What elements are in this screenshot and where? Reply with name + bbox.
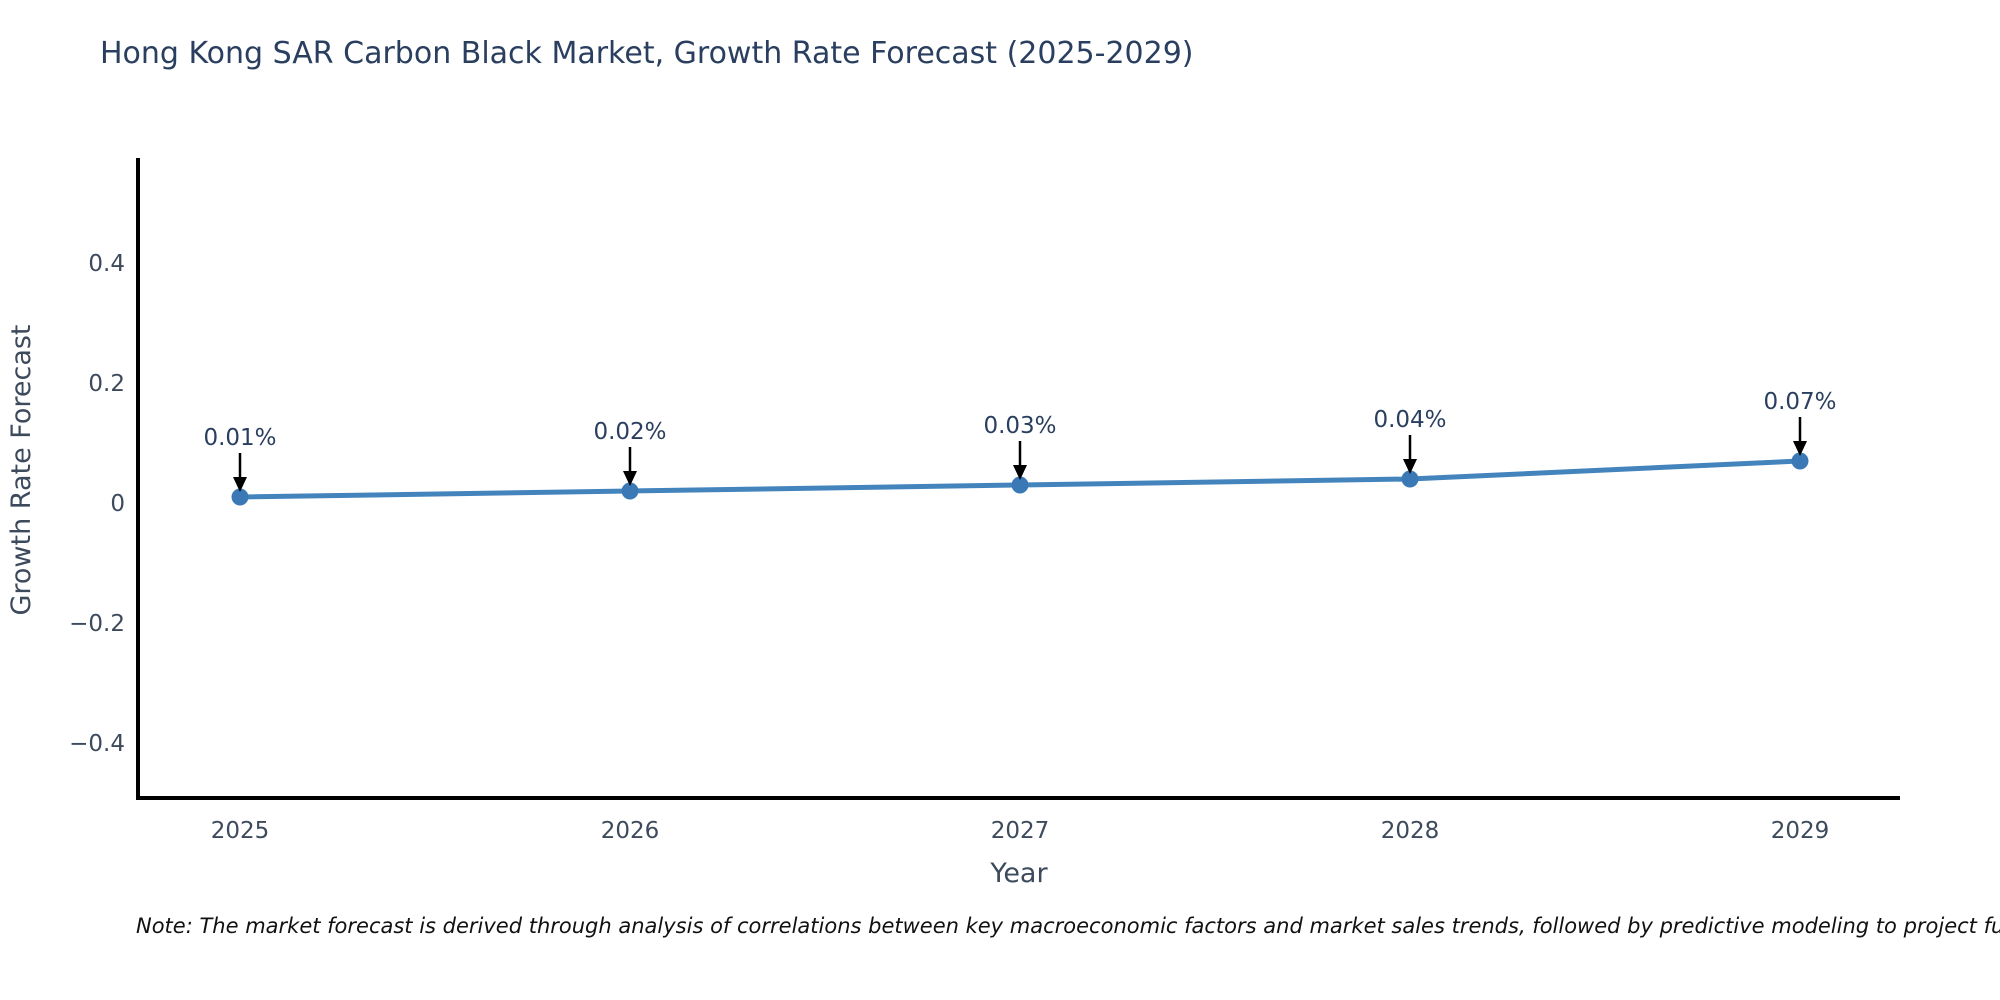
data-point-marker [1011,476,1029,494]
y-tick-label: −0.2 [69,611,125,637]
annotation-arrowhead-icon [623,471,637,486]
axes [136,158,1900,800]
y-axis-title: Growth Rate Forecast [6,324,37,615]
point-annotations: 0.01% 0.02% 0.03% 0.04% 0.07% [203,389,1837,492]
chart-footnote: Note: The market forecast is derived thr… [136,914,2000,938]
annotation-arrowhead-icon [1403,459,1417,474]
y-tick-labels: 0.4 0.2 0 −0.2 −0.4 [69,251,125,757]
x-axis-title: Year [989,858,1048,889]
data-point-marker [1401,470,1419,488]
x-tick-label: 2029 [1771,818,1830,844]
annotation-arrowhead-icon [1793,441,1807,456]
point-annotation-label: 0.04% [1373,407,1446,433]
point-annotation-label: 0.07% [1763,389,1836,415]
point-annotation-label: 0.02% [593,419,666,445]
point-annotation-label: 0.01% [203,425,276,451]
y-tick-label: 0 [110,491,125,517]
y-tick-label: 0.4 [88,251,125,277]
data-point-marker [1791,452,1809,470]
x-tick-label: 2026 [601,818,660,844]
point-annotation-label: 0.03% [983,413,1056,439]
annotation-arrowhead-icon [233,477,247,492]
x-tick-label: 2025 [211,818,270,844]
y-tick-label: 0.2 [88,371,125,397]
y-tick-label: −0.4 [69,731,125,757]
data-series [231,452,1809,506]
x-tick-label: 2028 [1381,818,1440,844]
x-tick-labels: 2025 2026 2027 2028 2029 [211,818,1830,844]
annotation-arrowhead-icon [1013,465,1027,480]
data-point-marker [621,482,639,500]
chart-title: Hong Kong SAR Carbon Black Market, Growt… [100,36,1194,71]
x-tick-label: 2027 [991,818,1050,844]
data-point-marker [231,488,249,506]
